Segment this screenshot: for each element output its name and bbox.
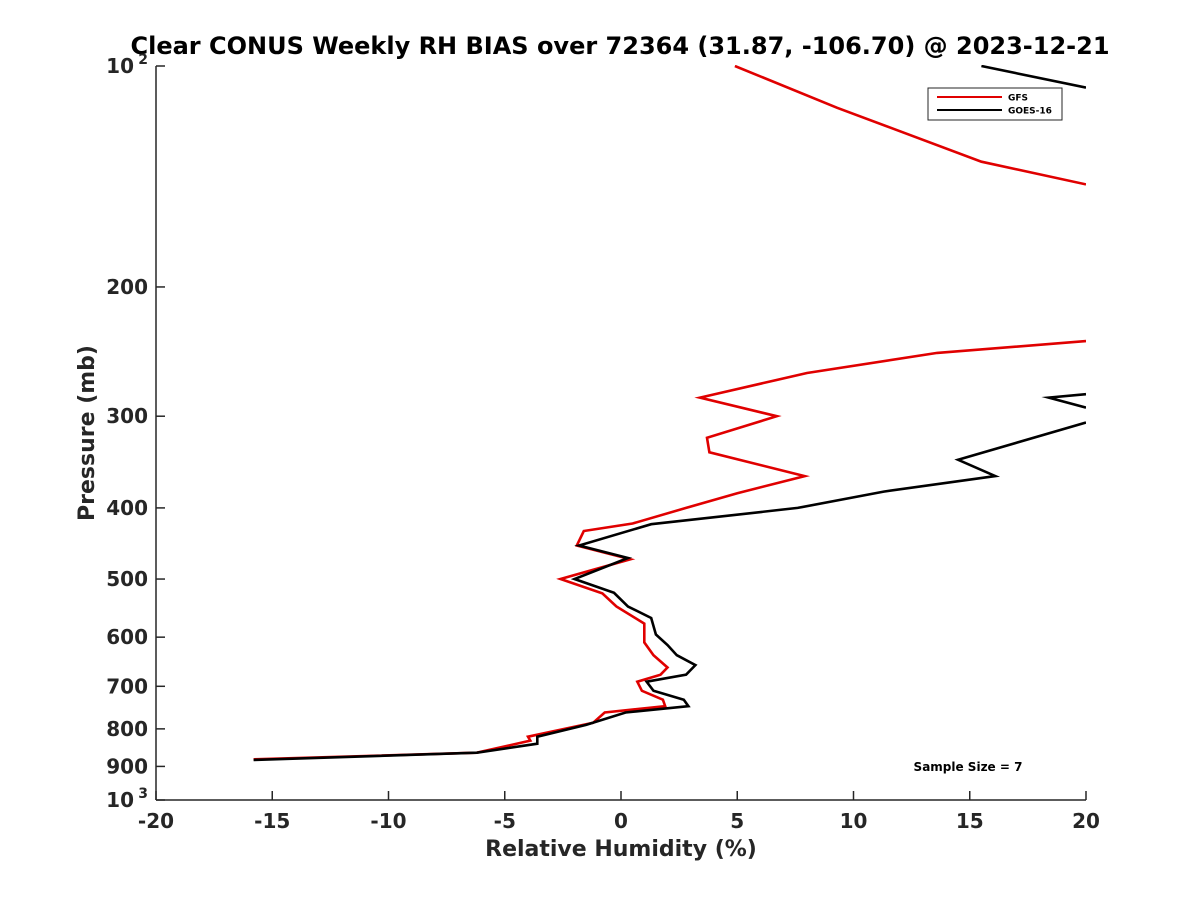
x-tick-label: -20 <box>138 809 174 833</box>
y-axis-label: Pressure (mb) <box>75 345 100 521</box>
y-tick-label: 10 2 <box>106 52 148 78</box>
x-tick-label: 10 <box>840 809 868 833</box>
sample-size-annotation: Sample Size = 7 <box>914 760 1023 774</box>
x-axis-label: Relative Humidity (%) <box>485 837 757 862</box>
legend-label-gfs: GFS <box>1008 94 1028 104</box>
x-tick-label: -5 <box>494 809 516 833</box>
series-layer <box>253 65 1086 762</box>
x-tick-label: -10 <box>370 809 406 833</box>
y-tick-label: 700 <box>106 674 148 698</box>
legend: GFS GOES-16 <box>927 87 1063 121</box>
x-tick-label: -15 <box>254 809 290 833</box>
series-line-gfs-0 <box>734 65 1086 186</box>
y-tick-label: 400 <box>106 496 148 520</box>
y-tick-label: 200 <box>106 275 148 299</box>
series-line-goes16-0 <box>981 65 1086 89</box>
x-tick-label: 0 <box>614 809 628 833</box>
legend-box <box>927 87 1063 121</box>
legend-label-goes16: GOES-16 <box>1008 107 1052 117</box>
x-ticks: -20 -15 -10 -5 0 5 10 15 20 <box>138 791 1100 833</box>
chart-title: Clear CONUS Weekly RH BIAS over 72364 (3… <box>130 32 1109 60</box>
y-tick-label: 600 <box>106 625 148 649</box>
x-tick-label: 5 <box>730 809 744 833</box>
series-line-goes16-2 <box>253 421 1086 762</box>
x-tick-label: 20 <box>1072 809 1100 833</box>
y-tick-label: 800 <box>106 717 148 741</box>
axes-layer <box>155 66 1086 801</box>
series-line-goes16-1 <box>1041 392 1086 409</box>
y-tick-label: 300 <box>106 404 148 428</box>
y-tick-label: 500 <box>106 567 148 591</box>
series-line-gfs-1 <box>253 339 1086 761</box>
y-tick-label: 900 <box>106 754 148 778</box>
x-tick-label: 15 <box>956 809 984 833</box>
